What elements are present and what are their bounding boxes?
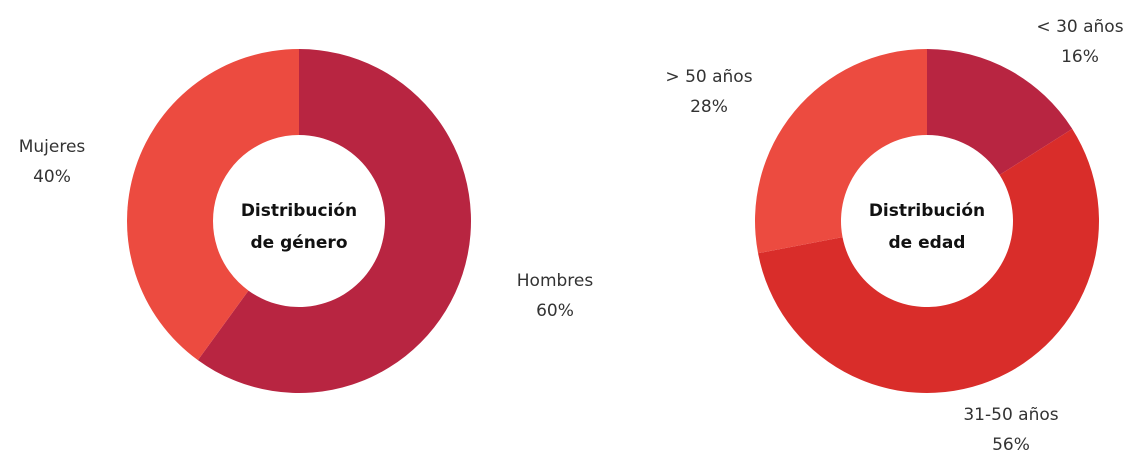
slice-value-menos-30: 16% — [1061, 47, 1099, 67]
donut-center-title-line-2: de edad — [889, 233, 966, 253]
donut-center-title-line-1: Distribución — [241, 201, 357, 221]
donut-center-title-line-1: Distribución — [869, 201, 985, 221]
slice-label-mujeres: Mujeres — [19, 137, 86, 157]
slice-mujeres — [127, 49, 300, 361]
slice-label-31-50: 31-50 años — [963, 405, 1058, 425]
age-donut-chart: < 30 años 16% 31-50 años 56% > 50 años 28% Dis… — [665, 17, 1123, 450]
slice-value-31-50: 56% — [992, 435, 1030, 450]
slice-menos-30 — [927, 49, 1073, 175]
slice-label-mas-50: > 50 años — [665, 67, 752, 87]
slice-value-mujeres: 40% — [33, 167, 71, 187]
slice-31-50 — [758, 128, 1099, 394]
gender-donut-chart: Hombres 60% Mujeres 40% Distribución de géner… — [19, 49, 594, 393]
donut-center-title-line-2: de género — [250, 233, 347, 253]
slice-value-mas-50: 28% — [690, 97, 728, 117]
slice-hombres — [197, 49, 472, 393]
slice-label-menos-30: < 30 años — [1036, 17, 1123, 37]
slice-mas-50 — [754, 49, 927, 254]
slice-label-hombres: Hombres — [517, 271, 594, 291]
slice-value-hombres: 60% — [536, 301, 574, 321]
